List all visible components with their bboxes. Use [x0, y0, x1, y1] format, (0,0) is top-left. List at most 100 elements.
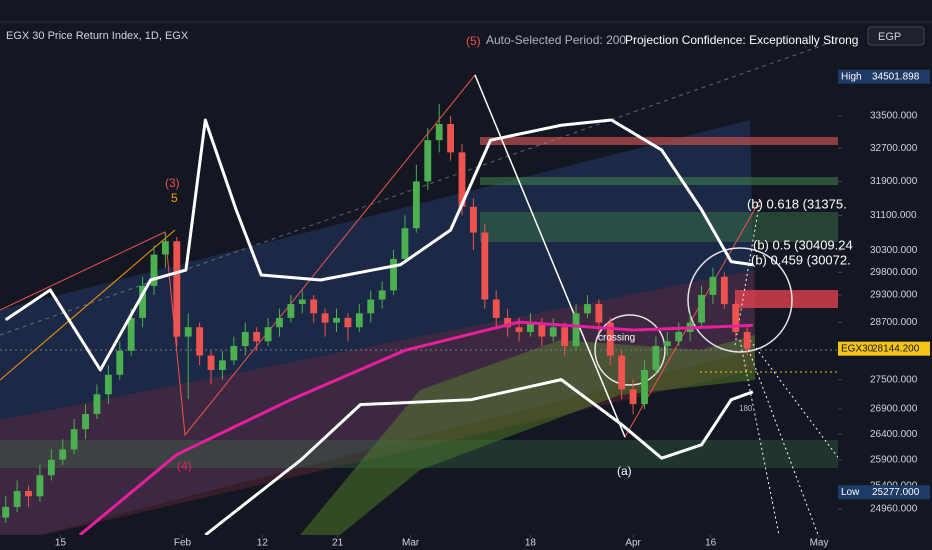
candle-body	[321, 313, 329, 323]
candle-body	[287, 304, 295, 318]
candle-body	[36, 475, 44, 497]
candle-body	[2, 506, 10, 518]
candle-body	[253, 331, 261, 342]
x-tick-label: Mar	[402, 538, 420, 549]
candle-body	[732, 304, 740, 332]
candle-body	[344, 317, 352, 328]
candle-body	[93, 394, 101, 415]
candle-body	[663, 341, 671, 347]
candle-body	[572, 313, 580, 347]
currency[interactable]: EGP	[878, 31, 901, 43]
candle-body	[584, 304, 591, 314]
candle-body	[82, 414, 89, 430]
candle-body	[641, 369, 648, 405]
candle-body	[150, 254, 158, 286]
candle-body	[504, 317, 512, 328]
overlay-line	[204, 378, 754, 537]
y-tick-label: 30300.000	[870, 245, 918, 256]
candle-body	[104, 374, 112, 395]
overlay-line	[78, 320, 753, 537]
candle-body	[196, 327, 204, 356]
y-tick-label: 31100.000	[870, 210, 917, 221]
annotation: 5	[171, 191, 178, 205]
low-name: Low	[841, 487, 860, 498]
time-axis	[0, 535, 838, 550]
annotation: (b) 0.618 (31375.	[747, 196, 847, 211]
y-tick-label: 29300.000	[870, 290, 918, 301]
channel	[0, 120, 755, 545]
candle-body	[13, 490, 21, 507]
y-tick-label: 31900.000	[870, 176, 918, 187]
currency-button[interactable]: EGP	[867, 26, 925, 46]
candle-body	[561, 327, 569, 347]
y-tick-label: 28700.000	[870, 317, 918, 328]
y-tick-label: 26900.000	[870, 404, 918, 415]
candle-body	[652, 346, 660, 370]
candle-body	[435, 124, 443, 141]
low-badge	[838, 485, 930, 500]
candle-body	[515, 327, 523, 332]
wave-line	[474, 74, 626, 438]
candle-body	[698, 294, 705, 323]
annotation: 180	[739, 404, 753, 413]
last-badge	[838, 341, 930, 356]
zone	[0, 440, 838, 468]
price-axis	[838, 0, 932, 550]
candle-body	[401, 228, 409, 259]
chart-title: EGX 30 Price Return Index, 1D, EGX	[6, 30, 189, 42]
y-tick-label: 24960.000	[870, 504, 918, 515]
candle-body	[139, 285, 147, 318]
candle-body	[161, 241, 169, 255]
candle-body	[538, 322, 546, 337]
y-tick-label: 29800.000	[870, 267, 918, 278]
x-tick-label: 12	[257, 538, 269, 549]
last-name: EGX30	[841, 343, 874, 354]
candle-body	[116, 350, 124, 375]
high-value: 34501.898	[872, 71, 920, 82]
candle-body	[492, 299, 500, 318]
candle-body	[264, 327, 272, 342]
annotation: (b) 0.459 (30072.	[751, 252, 851, 267]
candle-body	[549, 327, 557, 337]
zone	[480, 137, 838, 145]
candle-body	[333, 317, 340, 323]
candle-body	[127, 317, 135, 351]
candle-body	[276, 317, 283, 328]
candle-body	[618, 355, 626, 390]
wave-line	[0, 229, 176, 381]
candle-body	[743, 331, 751, 349]
candle-body	[595, 304, 603, 323]
candle-body	[606, 322, 614, 356]
candle-body	[241, 331, 249, 347]
candle-body	[355, 313, 363, 328]
annotation: Projection Confidence: Exceptionally Str…	[625, 33, 858, 47]
annotation: (a)	[617, 464, 632, 478]
overlay-line	[4, 118, 754, 372]
y-tick-label: 26400.000	[870, 429, 918, 440]
candle-body	[458, 152, 466, 207]
candle-body	[230, 346, 238, 361]
y-tick-label: 32700.000	[870, 143, 918, 154]
zone	[480, 177, 838, 185]
y-tick-label: 25900.000	[870, 454, 918, 465]
high-badge	[838, 69, 930, 84]
candle-body	[219, 360, 226, 370]
candle-body	[47, 459, 55, 476]
x-tick-label: Feb	[174, 538, 192, 549]
high-name: High	[841, 71, 862, 82]
candle-body	[629, 389, 637, 405]
annotation: (4)	[177, 459, 192, 473]
annotation: (5)	[466, 34, 481, 48]
highlight-circle	[594, 314, 666, 386]
candle-body	[70, 429, 78, 450]
candle-body	[424, 140, 432, 182]
annotation: (3)	[165, 176, 180, 190]
zone	[480, 212, 838, 242]
candle-body	[469, 206, 477, 233]
candle-body	[390, 258, 397, 291]
candle-body	[481, 232, 489, 300]
x-tick-label: 16	[705, 538, 717, 549]
last-value: 28144.200	[872, 343, 920, 354]
candle-body	[447, 124, 455, 153]
